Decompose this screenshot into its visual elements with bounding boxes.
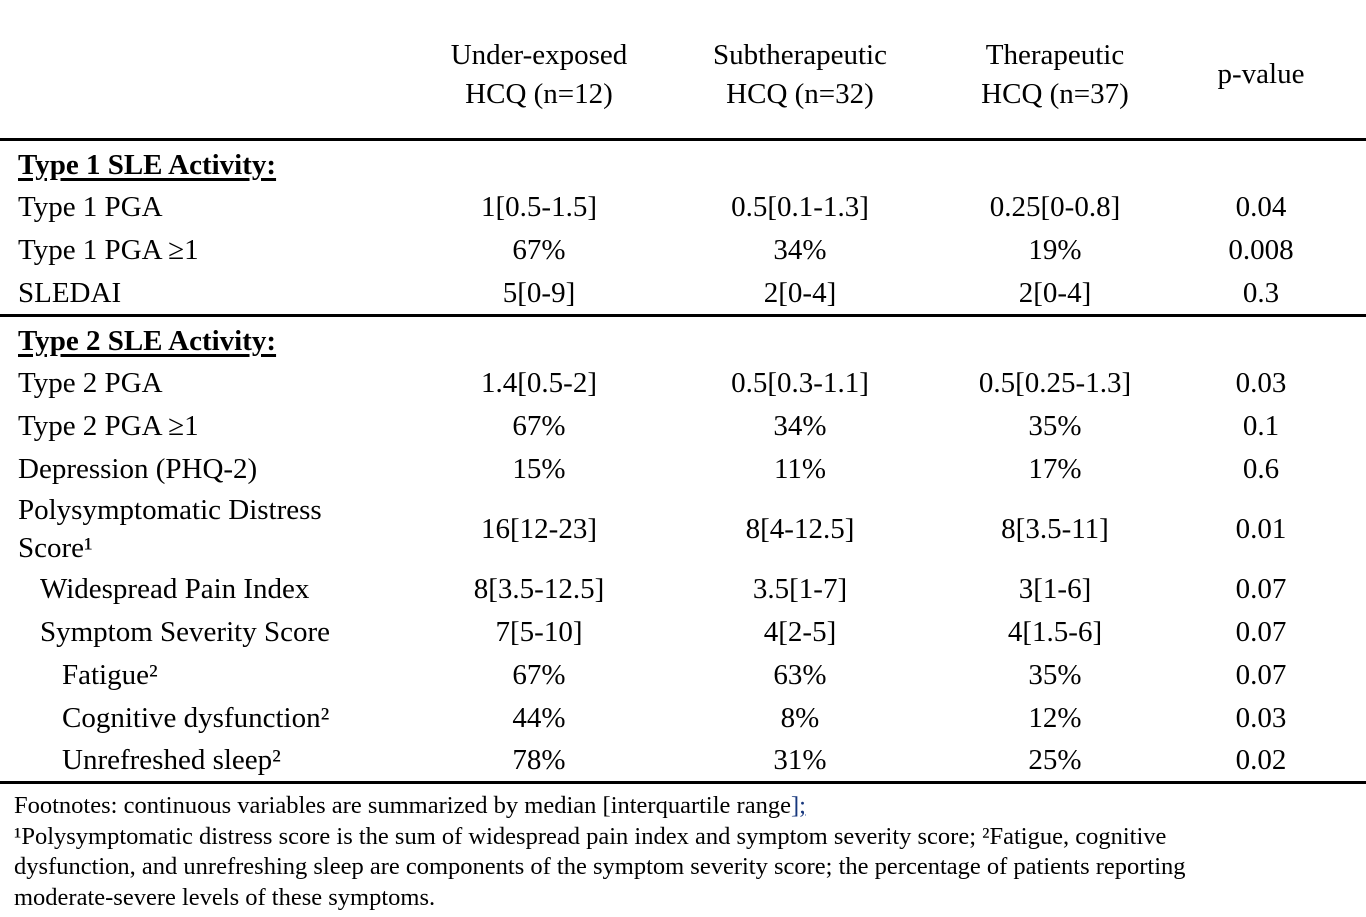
cell-value: 17% bbox=[1028, 453, 1082, 486]
cell-pvalue: 0.1 bbox=[1242, 410, 1280, 443]
cell-pvalue: 0.03 bbox=[1235, 701, 1287, 734]
cell-value: 0.5[0.25-1.3] bbox=[978, 367, 1132, 400]
row-label: Unrefreshed sleep² bbox=[0, 739, 432, 785]
cell-pvalue: 0.02 bbox=[1156, 739, 1366, 785]
cell-pvalue: 0.07 bbox=[1235, 572, 1287, 605]
cell-value: 35% bbox=[1028, 410, 1082, 443]
cell-value: 67% bbox=[512, 658, 566, 691]
cell-pvalue: 0.07 bbox=[1235, 658, 1287, 691]
footnote-grammar-marked-text: ]; bbox=[790, 792, 806, 820]
header-row: Under-exposed HCQ (n=12) Subtherapeutic … bbox=[0, 0, 1366, 141]
cell-pvalue: 0.6 bbox=[1242, 453, 1280, 486]
row-label: Polysymptomatic Distress Score¹ bbox=[18, 494, 322, 565]
cell-pvalue: 0.008 bbox=[1228, 234, 1294, 267]
footnotes-block: Footnotes: continuous variables are summ… bbox=[14, 791, 1346, 913]
cell-value: 5[0-9] bbox=[432, 272, 646, 317]
column-header-pvalue: p-value bbox=[1156, 0, 1366, 141]
cell-pvalue: 0.01 bbox=[1235, 513, 1287, 546]
cell-value: 8[3.5-11] bbox=[1001, 513, 1109, 546]
cell-value: 8[4-12.5] bbox=[745, 513, 855, 546]
section-title-type2: Type 2 SLE Activity: bbox=[18, 325, 277, 358]
row-label: Cognitive dysfunction² bbox=[62, 701, 330, 734]
cell-pvalue: 0.04 bbox=[1235, 191, 1287, 224]
cell-value: 67% bbox=[512, 410, 566, 443]
row-label: SLEDAI bbox=[0, 272, 432, 317]
cell-value: 16[12-23] bbox=[481, 513, 597, 546]
section-header-type2: Type 2 SLE Activity: bbox=[0, 315, 1366, 362]
row-label: Fatigue² bbox=[62, 658, 158, 691]
cell-value: 15% bbox=[512, 453, 566, 486]
cell-value: 25% bbox=[954, 739, 1156, 785]
cell-pvalue: 0.3 bbox=[1156, 272, 1366, 317]
row-label: Type 2 PGA bbox=[18, 367, 163, 400]
cell-value: 19% bbox=[1028, 234, 1082, 267]
results-table: Under-exposed HCQ (n=12) Subtherapeutic … bbox=[0, 0, 1366, 785]
row-label: Symptom Severity Score bbox=[40, 615, 330, 648]
table-row-type1-pga: Type 1 PGA 1[0.5-1.5] 0.5[0.1-1.3] 0.25[… bbox=[0, 186, 1366, 229]
cell-value: 0.25[0-0.8] bbox=[989, 191, 1121, 224]
cell-value: 7[5-10] bbox=[495, 615, 583, 648]
cell-value: 0.5[0.3-1.1] bbox=[731, 367, 869, 400]
cell-value: 12% bbox=[1028, 701, 1082, 734]
cell-value: 34% bbox=[773, 234, 827, 267]
table-row-widespread-pain-index: Widespread Pain Index 8[3.5-12.5] 3.5[1-… bbox=[0, 568, 1366, 611]
cell-value: 67% bbox=[512, 234, 566, 267]
footnote-line-2: ¹Polysymptomatic distress score is the s… bbox=[14, 822, 1167, 850]
cell-value: 34% bbox=[773, 410, 827, 443]
footnote-line-3: dysfunction, and unrefreshing sleep are … bbox=[14, 853, 1186, 881]
table-row-type2-pga: Type 2 PGA 1.4[0.5-2] 0.5[0.3-1.1] 0.5[0… bbox=[0, 362, 1366, 405]
cell-value: 35% bbox=[1028, 658, 1082, 691]
table-row-cognitive-dysfunction: Cognitive dysfunction² 44% 8% 12% 0.03 bbox=[0, 697, 1366, 740]
cell-value: 3.5[1-7] bbox=[752, 572, 848, 605]
row-label: Type 1 PGA bbox=[18, 191, 163, 224]
table-header: Under-exposed HCQ (n=12) Subtherapeutic … bbox=[0, 0, 1366, 141]
row-label: Type 2 PGA ≥1 bbox=[18, 410, 199, 443]
table-row-type1-pga-ge1: Type 1 PGA ≥1 67% 34% 19% 0.008 bbox=[0, 229, 1366, 272]
cell-value: 63% bbox=[773, 658, 827, 691]
row-label: Type 1 PGA ≥1 bbox=[18, 234, 199, 267]
table-row-depression-phq2: Depression (PHQ-2) 15% 11% 17% 0.6 bbox=[0, 448, 1366, 491]
cell-value: 8% bbox=[780, 701, 820, 734]
cell-value: 1.4[0.5-2] bbox=[481, 367, 597, 400]
cell-value: 2[0-4] bbox=[954, 272, 1156, 317]
cell-pvalue: 0.03 bbox=[1235, 367, 1287, 400]
cell-value: 4[1.5-6] bbox=[1007, 615, 1103, 648]
table-row-unrefreshed-sleep: Unrefreshed sleep² 78% 31% 25% 0.02 bbox=[0, 739, 1366, 785]
table-row-symptom-severity-score: Symptom Severity Score 7[5-10] 4[2-5] 4[… bbox=[0, 611, 1366, 654]
row-label: Depression (PHQ-2) bbox=[18, 453, 258, 486]
table-row-sledai: SLEDAI 5[0-9] 2[0-4] 2[0-4] 0.3 bbox=[0, 272, 1366, 317]
column-header-therapeutic: Therapeutic HCQ (n=37) bbox=[954, 0, 1156, 141]
cell-value: 8[3.5-12.5] bbox=[473, 572, 605, 605]
column-header-underexposed: Under-exposed HCQ (n=12) bbox=[432, 0, 646, 141]
row-label: Widespread Pain Index bbox=[40, 572, 310, 605]
footnote-line-1-text: Footnotes: continuous variables are summ… bbox=[14, 792, 791, 820]
cell-value: 3[1-6] bbox=[1018, 572, 1092, 605]
cell-value: 78% bbox=[432, 739, 646, 785]
table-row-type2-pga-ge1: Type 2 PGA ≥1 67% 34% 35% 0.1 bbox=[0, 405, 1366, 448]
footnote-line-1: Footnotes: continuous variables are summ… bbox=[14, 791, 1346, 822]
cell-value: 44% bbox=[512, 701, 566, 734]
cell-value: 31% bbox=[646, 739, 954, 785]
table-body: Type 1 SLE Activity: Type 1 PGA 1[0.5-1.… bbox=[0, 139, 1366, 785]
cell-pvalue: 0.07 bbox=[1235, 615, 1287, 648]
footnote-line-4: moderate-severe levels of these symptoms… bbox=[14, 883, 436, 911]
cell-value: 0.5[0.1-1.3] bbox=[731, 191, 869, 224]
header-blank-cell bbox=[0, 0, 432, 141]
cell-value: 2[0-4] bbox=[646, 272, 954, 317]
column-header-subtherapeutic: Subtherapeutic HCQ (n=32) bbox=[646, 0, 954, 141]
table-row-polysymptomatic-distress-score: Polysymptomatic Distress Score¹ 16[12-23… bbox=[0, 491, 1366, 568]
cell-value: 1[0.5-1.5] bbox=[481, 191, 597, 224]
cell-value: 4[2-5] bbox=[763, 615, 837, 648]
cell-value: 11% bbox=[773, 453, 827, 486]
table-row-fatigue: Fatigue² 67% 63% 35% 0.07 bbox=[0, 654, 1366, 697]
section-header-type1: Type 1 SLE Activity: bbox=[0, 139, 1366, 186]
section-title-type1: Type 1 SLE Activity: bbox=[18, 149, 277, 182]
